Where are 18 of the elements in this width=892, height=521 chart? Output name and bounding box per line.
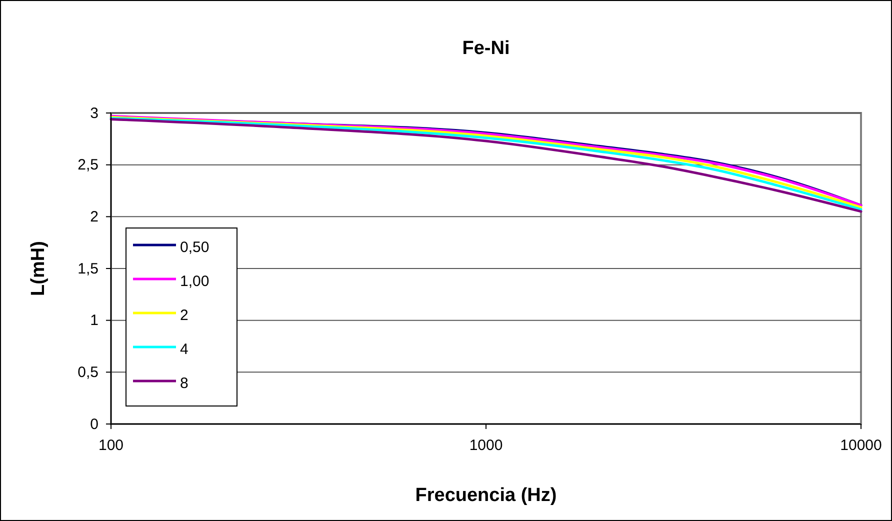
y-tick-label: 2 — [90, 208, 98, 226]
chart-title: Fe-Ni — [462, 38, 510, 59]
y-tick-label: 0 — [90, 416, 98, 433]
y-tick-label: 1,5 — [78, 260, 98, 278]
x-tick-label: 10000 — [840, 437, 882, 454]
legend-label: 2 — [180, 307, 188, 324]
y-tick-label: 3 — [90, 104, 98, 122]
x-axis-title: Frecuencia (Hz) — [415, 485, 557, 506]
y-tick-label: 0,5 — [78, 364, 98, 381]
legend-label: 0,50 — [180, 239, 210, 256]
y-tick-label: 1 — [90, 312, 98, 330]
legend-label: 8 — [180, 375, 188, 392]
y-tick-label: 2,5 — [78, 156, 98, 174]
legend-label: 4 — [180, 341, 188, 358]
y-axis-title: L(mH) — [28, 241, 49, 296]
x-tick-label: 1000 — [469, 437, 503, 454]
legend-label: 1,00 — [180, 273, 210, 290]
x-tick-label: 100 — [98, 437, 124, 454]
